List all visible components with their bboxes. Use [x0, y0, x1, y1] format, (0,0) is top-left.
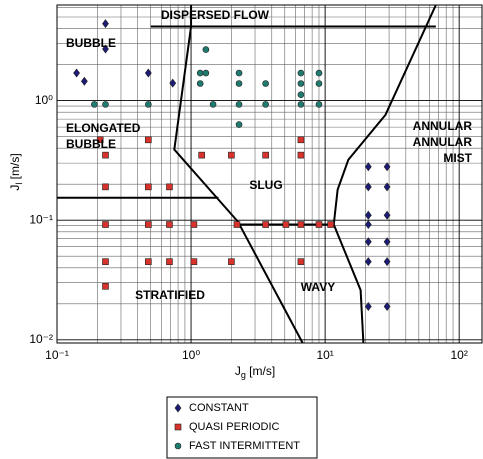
region-label: BUBBLE — [66, 36, 116, 50]
point — [145, 101, 152, 108]
point — [102, 44, 109, 54]
point — [364, 301, 372, 311]
point — [235, 121, 243, 128]
point — [383, 301, 391, 311]
region-label: ANNULAR — [413, 135, 473, 149]
legend-label: CONSTANT — [189, 402, 249, 414]
point — [364, 182, 372, 192]
point — [297, 151, 305, 159]
point — [228, 258, 235, 265]
point — [145, 183, 152, 191]
point — [297, 136, 305, 144]
point — [166, 258, 173, 265]
legend-marker — [174, 403, 182, 413]
point — [102, 19, 109, 29]
point — [228, 151, 235, 159]
region-label: WAVY — [301, 280, 335, 294]
region-label: STRATIFIED — [135, 288, 205, 302]
regime-boundary — [332, 4, 437, 344]
point — [297, 221, 305, 228]
point — [327, 221, 334, 228]
point — [383, 237, 391, 247]
point — [235, 101, 243, 108]
point — [144, 68, 152, 78]
point — [145, 136, 152, 144]
legend-label: QUASI PERIODIC — [189, 421, 280, 433]
point — [364, 220, 372, 230]
point — [202, 69, 210, 77]
point — [383, 162, 391, 172]
y-axis-label: Jl [m/s] — [8, 153, 24, 190]
point — [383, 182, 391, 192]
point — [190, 221, 198, 228]
point — [262, 221, 269, 228]
x-axis-label: Jg [m/s] — [235, 364, 275, 380]
regime-boundary — [173, 26, 304, 344]
y-tick-label: 10⁻¹ — [29, 212, 53, 226]
legend-box — [166, 396, 318, 459]
point — [315, 69, 323, 77]
point — [233, 221, 241, 228]
y-tick-label: 10⁻² — [29, 332, 53, 346]
point — [102, 101, 109, 108]
legend-marker — [174, 423, 182, 431]
point — [102, 283, 109, 290]
point — [383, 210, 391, 220]
point — [209, 101, 217, 108]
point — [364, 210, 372, 220]
point — [297, 80, 305, 87]
point — [315, 80, 323, 87]
x-tick-label: 10¹ — [316, 348, 333, 362]
point — [102, 183, 109, 191]
point — [315, 221, 323, 228]
region-label: MIST — [443, 151, 472, 165]
legend-label: FAST INTERMITTENT — [189, 440, 300, 452]
point — [364, 257, 372, 267]
point — [169, 78, 177, 88]
point — [102, 221, 109, 228]
plot-frame — [56, 4, 483, 344]
point — [235, 69, 243, 77]
region-label: DISPERSED FLOW — [161, 8, 270, 22]
point — [364, 237, 372, 247]
point — [297, 101, 305, 108]
point — [166, 221, 173, 228]
point — [91, 101, 98, 108]
point — [262, 151, 269, 159]
legend-marker — [174, 442, 182, 450]
point — [198, 151, 205, 159]
point — [190, 258, 198, 265]
point — [102, 258, 109, 265]
region-label: ANNULAR — [413, 119, 473, 133]
x-tick-label: 10⁰ — [182, 348, 200, 362]
y-tick-label: 10⁰ — [35, 93, 53, 107]
point — [80, 76, 88, 86]
point — [282, 221, 290, 228]
point — [262, 101, 269, 108]
point — [297, 69, 305, 77]
point — [262, 80, 269, 87]
point — [235, 80, 243, 87]
region-label: BUBBLE — [66, 137, 116, 151]
region-label: SLUG — [249, 178, 282, 192]
region-label: ELONGATED — [66, 121, 141, 135]
point — [145, 221, 152, 228]
point — [364, 162, 372, 172]
point — [96, 136, 104, 144]
point — [383, 257, 391, 267]
point — [315, 101, 323, 108]
point — [202, 46, 210, 53]
point — [145, 258, 152, 265]
point — [166, 183, 173, 191]
x-tick-label: 10⁻¹ — [45, 348, 69, 362]
point — [196, 69, 204, 77]
x-tick-label: 10² — [451, 348, 468, 362]
point — [73, 68, 80, 78]
point — [297, 91, 305, 99]
point — [196, 80, 204, 87]
point — [102, 151, 109, 159]
point — [297, 258, 305, 265]
